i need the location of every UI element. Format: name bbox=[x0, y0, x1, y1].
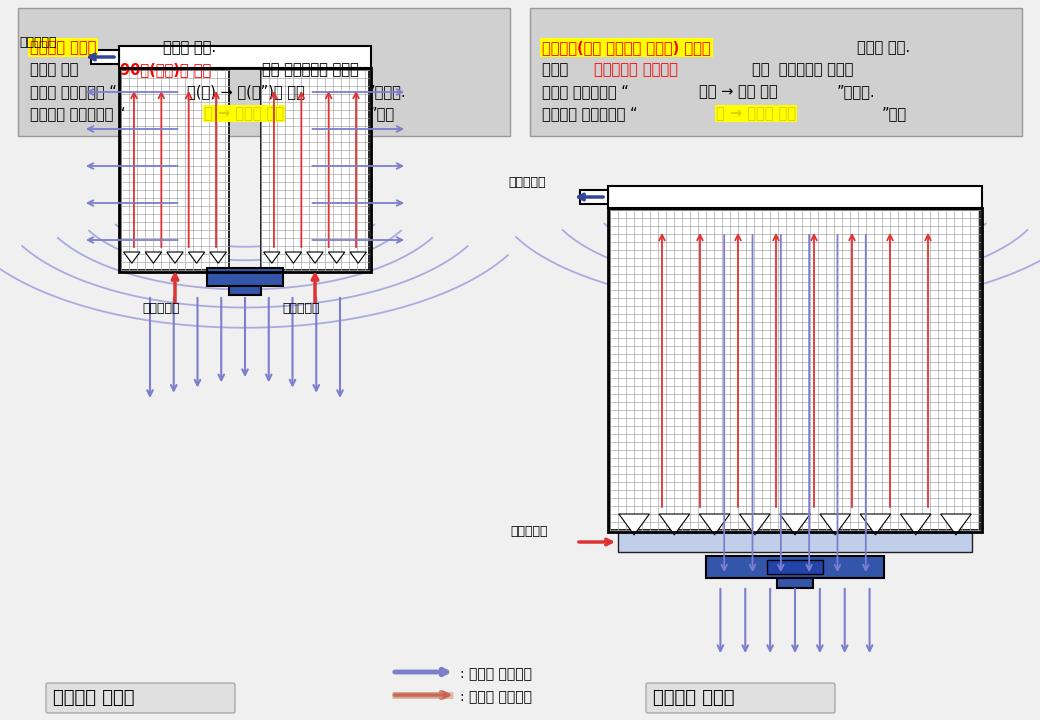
Text: 냉각수환수: 냉각수환수 bbox=[282, 302, 319, 315]
Polygon shape bbox=[285, 252, 302, 264]
Polygon shape bbox=[860, 514, 890, 535]
Polygon shape bbox=[307, 252, 323, 264]
Text: 위 → 아래로 수직: 위 → 아래로 수직 bbox=[716, 106, 797, 121]
Text: 냉각수공급: 냉각수공급 bbox=[19, 36, 56, 49]
Polygon shape bbox=[619, 514, 649, 535]
Text: 공기의 흐름방향은 “: 공기의 흐름방향은 “ bbox=[542, 84, 629, 99]
Text: ”이며: ”이며 bbox=[370, 106, 395, 121]
Text: 으로 열교환하기 때문에: 으로 열교환하기 때문에 bbox=[262, 62, 359, 77]
Text: 대향류형(반대 방향으로 흐르는) 냉각탑: 대향류형(반대 방향으로 흐르는) 냉각탑 bbox=[542, 40, 710, 55]
Bar bbox=[119, 46, 371, 68]
Text: 냉각수의 흐름방향은 “: 냉각수의 흐름방향은 “ bbox=[542, 106, 638, 121]
Text: 이라고 한다.: 이라고 한다. bbox=[857, 40, 910, 55]
Text: 이라고 한다.: 이라고 한다. bbox=[163, 40, 216, 55]
Polygon shape bbox=[263, 252, 280, 264]
Bar bbox=[766, 560, 824, 574]
Text: 냉각수환수: 냉각수환수 bbox=[142, 302, 180, 315]
Polygon shape bbox=[146, 252, 161, 264]
Polygon shape bbox=[124, 252, 140, 264]
Text: 90도(직교)의 흐름: 90도(직교)의 흐름 bbox=[120, 62, 211, 77]
Text: 공기의 흐름방향은 “: 공기의 흐름방향은 “ bbox=[30, 84, 116, 99]
Text: ”이며: ”이며 bbox=[882, 106, 907, 121]
Text: 아래 → 위로 수직: 아래 → 위로 수직 bbox=[699, 84, 778, 99]
Bar bbox=[119, 68, 371, 272]
Polygon shape bbox=[350, 252, 366, 264]
Text: 이렇게: 이렇게 bbox=[542, 62, 573, 77]
Text: 이렇게 서로: 이렇게 서로 bbox=[30, 62, 83, 77]
Bar bbox=[530, 8, 1022, 136]
Bar bbox=[608, 186, 982, 208]
FancyBboxPatch shape bbox=[646, 683, 835, 713]
Polygon shape bbox=[940, 514, 971, 535]
Polygon shape bbox=[188, 252, 205, 264]
Bar bbox=[92, 50, 119, 64]
Bar bbox=[121, 70, 229, 270]
Text: 직교류형 냉각탑: 직교류형 냉각탑 bbox=[30, 40, 97, 55]
Bar bbox=[608, 208, 982, 532]
Bar bbox=[618, 532, 972, 552]
Text: : 공기의 흐름방향: : 공기의 흐름방향 bbox=[460, 667, 532, 681]
Text: 좌(우) → 우(좌”)로 수평: 좌(우) → 우(좌”)로 수평 bbox=[187, 84, 305, 99]
Text: 직교류형 냉각탑: 직교류형 냉각탑 bbox=[53, 689, 134, 707]
Text: 냉각수의 흐름방향은 “: 냉각수의 흐름방향은 “ bbox=[30, 106, 126, 121]
Bar bbox=[229, 286, 261, 295]
Polygon shape bbox=[329, 252, 345, 264]
Bar bbox=[777, 578, 813, 588]
Bar bbox=[18, 8, 510, 136]
Text: 으로  열교환하기 때문에: 으로 열교환하기 때문에 bbox=[752, 62, 854, 77]
Text: : 냉각수 흐름방향: : 냉각수 흐름방향 bbox=[460, 690, 532, 704]
Text: ”입니다.: ”입니다. bbox=[368, 84, 407, 99]
FancyBboxPatch shape bbox=[46, 683, 235, 713]
Text: 위 → 아래로 수직: 위 → 아래로 수직 bbox=[204, 106, 284, 121]
Polygon shape bbox=[901, 514, 931, 535]
Text: 냉각수공급: 냉각수공급 bbox=[508, 176, 546, 189]
Text: 대향류형 냉각탑: 대향류형 냉각탑 bbox=[653, 689, 734, 707]
Polygon shape bbox=[210, 252, 227, 264]
Polygon shape bbox=[166, 252, 183, 264]
Bar bbox=[706, 556, 884, 578]
Bar bbox=[207, 268, 283, 286]
Text: 평행하지만 반대방향: 평행하지만 반대방향 bbox=[594, 62, 678, 77]
Text: ”입니다.: ”입니다. bbox=[837, 84, 876, 99]
Bar bbox=[261, 70, 369, 270]
Polygon shape bbox=[820, 514, 851, 535]
Polygon shape bbox=[699, 514, 730, 535]
Text: 냉각수환수: 냉각수환수 bbox=[510, 525, 547, 538]
Polygon shape bbox=[739, 514, 770, 535]
Polygon shape bbox=[780, 514, 810, 535]
Bar bbox=[610, 210, 980, 530]
Bar bbox=[580, 190, 608, 204]
Polygon shape bbox=[659, 514, 690, 535]
